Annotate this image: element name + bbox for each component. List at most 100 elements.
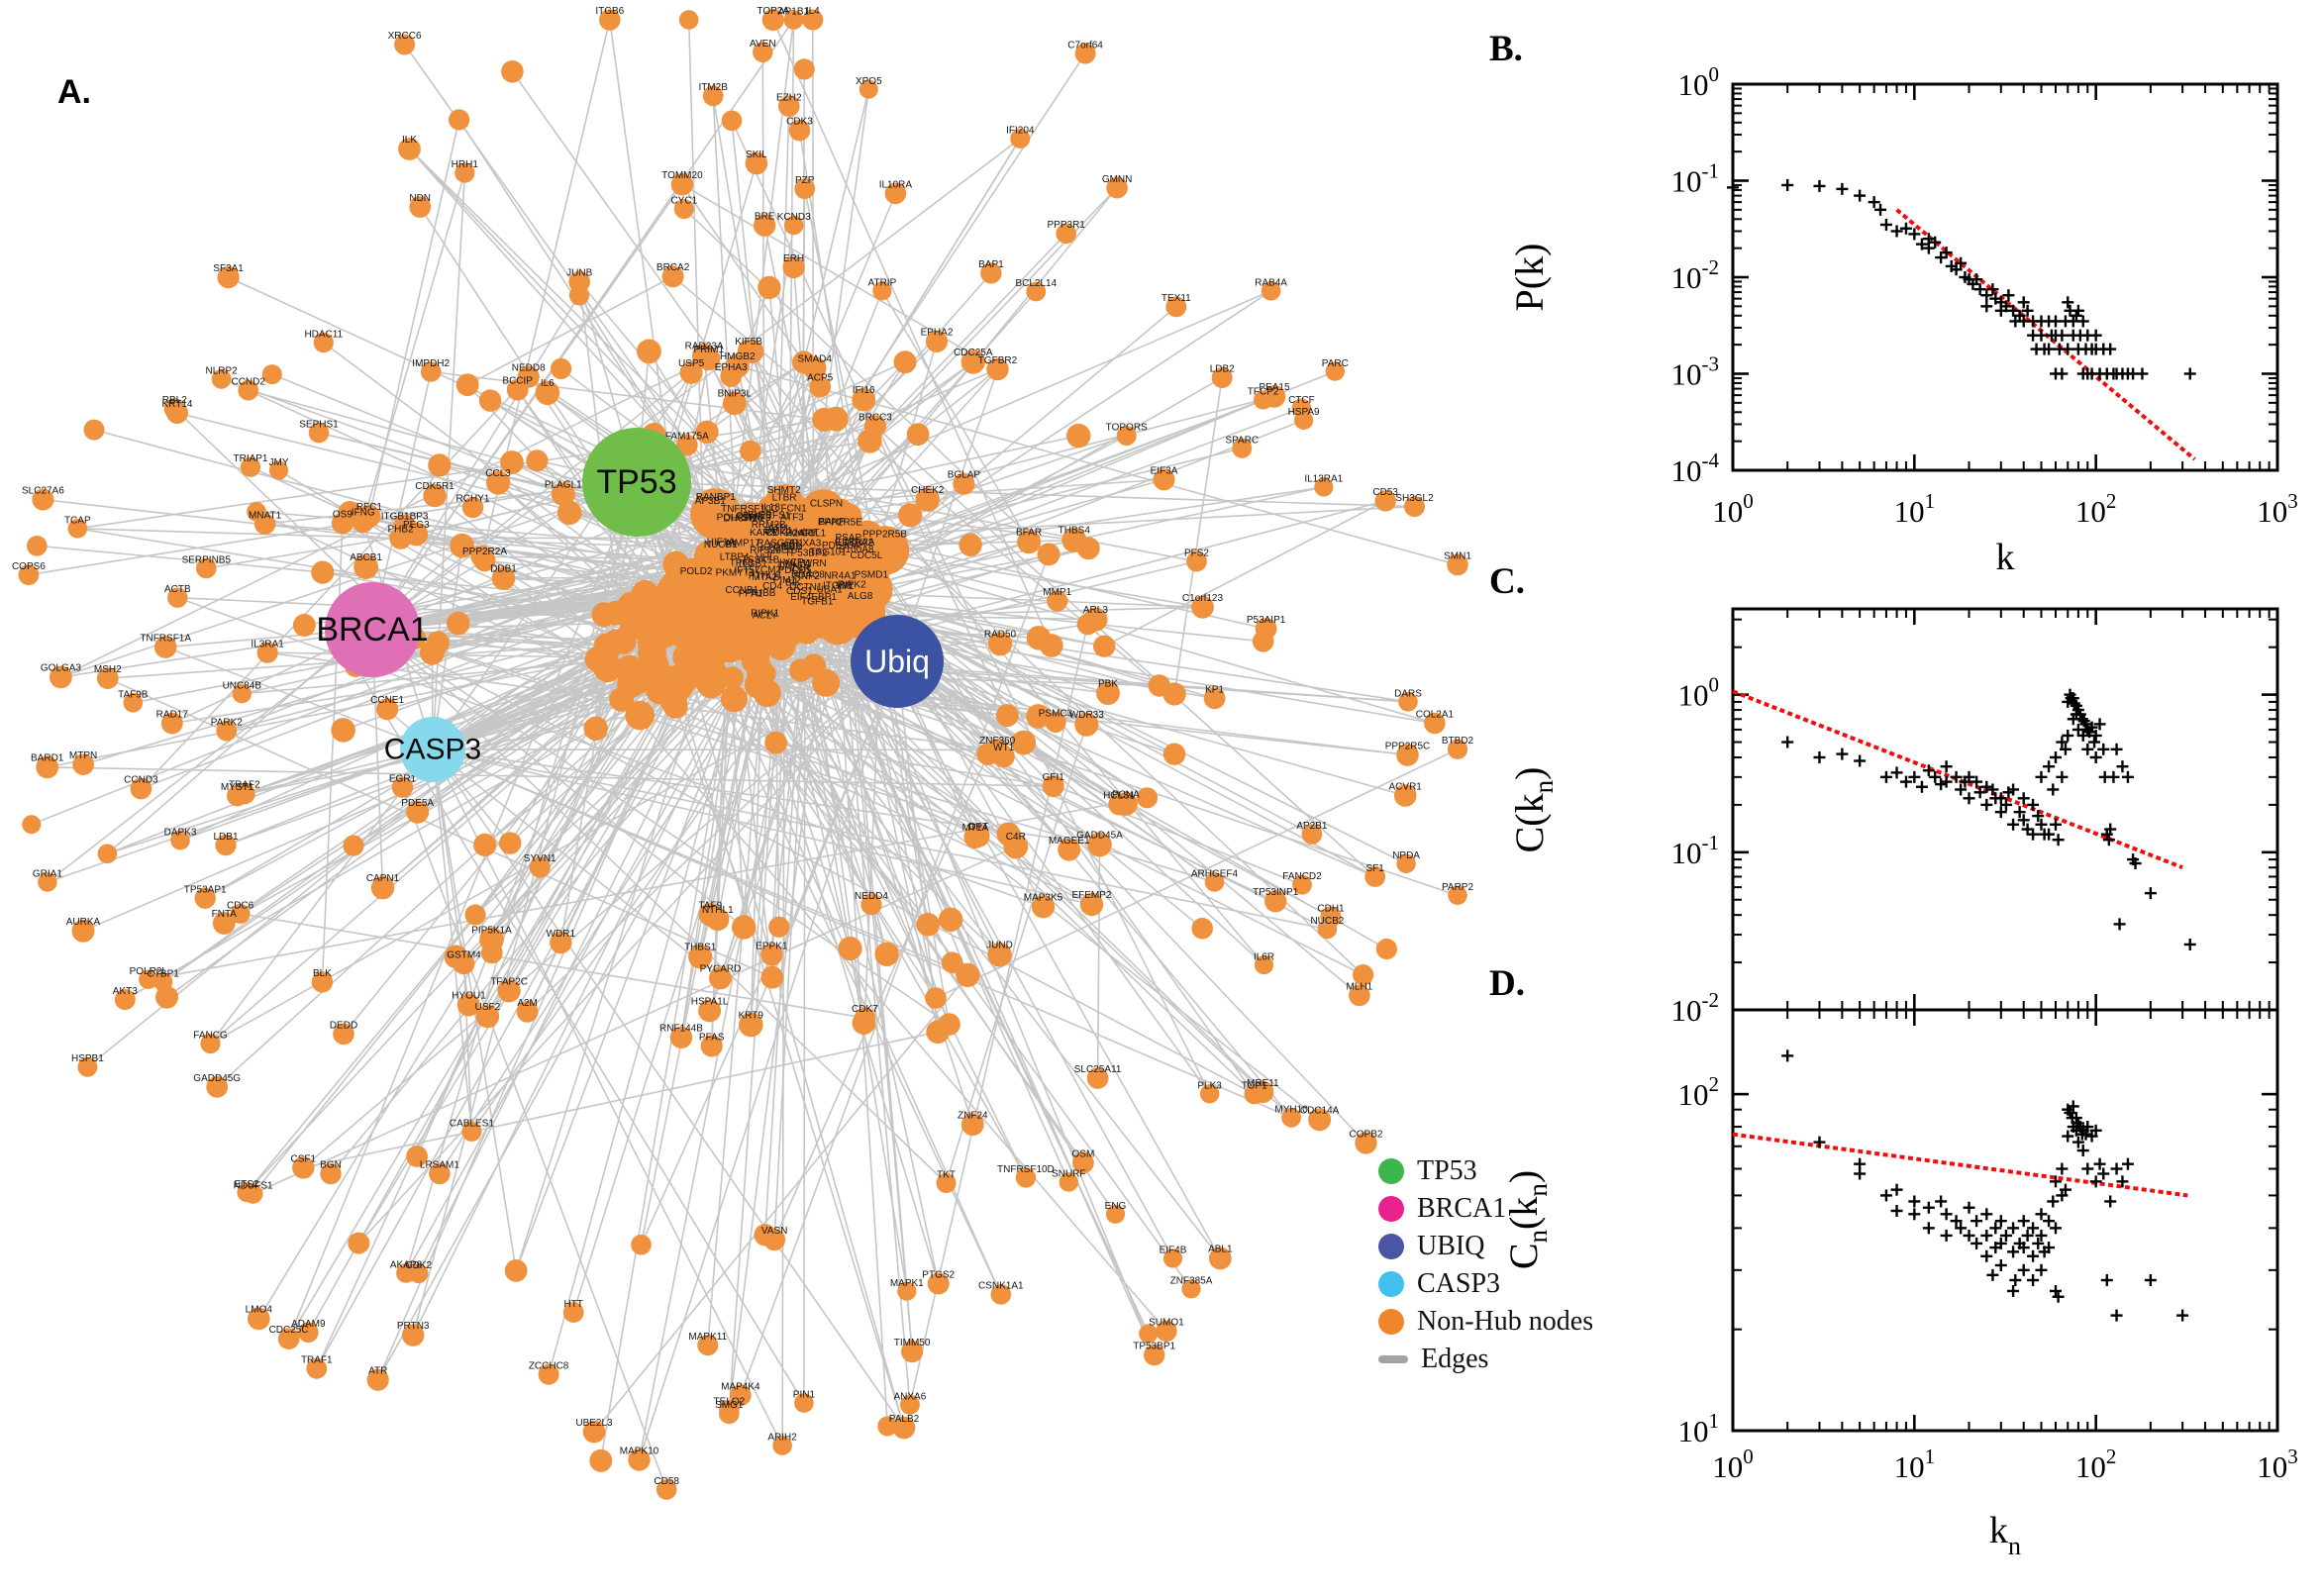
non-hub-node: [428, 453, 452, 477]
non-hub-node: [754, 214, 776, 237]
node-label: PRTN3: [397, 1321, 430, 1332]
non-hub-node: [1424, 712, 1446, 735]
non-hub-node: [551, 482, 575, 507]
non-hub-node: [1281, 1107, 1301, 1128]
node-label: UNC84B: [223, 680, 262, 691]
node-label: RAD50: [984, 630, 1017, 641]
non-hub-node: [1314, 477, 1334, 497]
non-hub-node: [551, 357, 572, 379]
non-hub-node: [1447, 553, 1468, 576]
node-label: POLR2L: [130, 966, 168, 977]
non-hub-node: [1308, 1108, 1332, 1132]
non-hub-node: [1076, 537, 1100, 560]
node-label: ACP5: [807, 373, 834, 384]
node-label: HDAC8: [791, 569, 825, 580]
non-hub-node: [898, 503, 923, 528]
node-label: USP5: [678, 358, 705, 369]
non-hub-node: [702, 85, 724, 107]
node-label: PALB2: [889, 1414, 920, 1425]
non-hub-node: [809, 375, 832, 398]
node-label: IL13RA1: [1304, 474, 1343, 485]
node-label: TFAP2C: [490, 976, 528, 987]
node-label: C7orf64: [1067, 40, 1103, 50]
node-label: LDB2: [1210, 364, 1235, 375]
non-hub-node: [851, 520, 884, 554]
node-label: ACLY: [753, 611, 778, 622]
x-axis-title-D: kn: [1989, 1510, 2021, 1560]
node-label: LDB1: [213, 832, 238, 843]
non-hub-node: [745, 151, 768, 175]
non-hub-node: [901, 1341, 924, 1363]
non-hub-node: [987, 632, 1013, 656]
non-hub-node: [230, 903, 251, 924]
node-label: IL13RA2: [835, 538, 873, 549]
x-axis-title-B: k: [1996, 537, 2015, 578]
panel-a-label: A.: [57, 73, 91, 111]
node-label: HCLS1: [1103, 791, 1136, 802]
non-hub-node: [614, 654, 645, 685]
node-label: CLSPN: [810, 499, 843, 510]
non-hub-node: [1254, 390, 1273, 410]
node-label: CCNB1: [725, 585, 758, 596]
node-label: AKAP8: [390, 1259, 423, 1270]
non-hub-node: [1072, 1151, 1094, 1174]
node-label: PFS2: [1184, 548, 1209, 558]
node-label: OS9: [333, 509, 353, 520]
non-hub-node: [661, 265, 684, 288]
node-label: TP63: [730, 558, 754, 569]
node-label: GADD45G: [193, 1073, 241, 1084]
x-tick-label: 103: [2257, 489, 2298, 529]
non-hub-node: [1204, 872, 1225, 892]
non-hub-node: [447, 611, 470, 636]
node-label: VHL: [756, 552, 775, 563]
node-label: LMO4: [246, 1305, 273, 1316]
legend-item: BRCA1: [1378, 1190, 1593, 1228]
node-label: DARS: [1394, 689, 1422, 700]
node-label: POLD2: [680, 566, 713, 577]
node-label: PHB2: [387, 524, 414, 535]
node-label: USF2: [475, 1002, 501, 1013]
non-hub-node: [670, 173, 694, 196]
non-hub-node: [698, 999, 722, 1023]
node-label: MAP3K5: [1024, 893, 1063, 904]
non-hub-node: [455, 373, 479, 397]
non-hub-node: [529, 856, 551, 878]
non-hub-node: [1208, 1247, 1232, 1270]
non-hub-node: [464, 904, 486, 926]
node-label: AP3B1: [695, 496, 727, 507]
hub-node-brca1: [325, 582, 420, 677]
y-tick-label: 10-1: [1671, 831, 1720, 870]
node-label: HSPA1L: [691, 997, 729, 1008]
non-hub-node: [354, 554, 378, 579]
node-label: AP1B1: [778, 7, 810, 18]
node-label: NBN: [781, 542, 802, 552]
y-tick-label: 10-3: [1671, 352, 1720, 392]
non-hub-node: [139, 969, 158, 989]
non-hub-node: [792, 350, 816, 374]
node-label: MAPK1: [890, 1278, 924, 1289]
node-label: FANCG: [193, 1031, 228, 1042]
node-label: BRCC3: [858, 412, 892, 423]
non-hub-node: [308, 422, 330, 444]
non-hub-node: [1011, 730, 1037, 755]
y-tick-label: 100: [1678, 62, 1720, 102]
node-label: BLK: [313, 968, 332, 979]
node-label: TOP2A: [757, 6, 789, 17]
non-hub-node: [631, 1234, 652, 1255]
non-hub-node: [1264, 890, 1287, 913]
non-hub-node: [706, 907, 730, 932]
non-hub-node: [398, 138, 421, 160]
non-hub-node: [71, 919, 95, 943]
y-tick-label: 101: [1678, 1409, 1720, 1448]
y-tick-label: 10-2: [1671, 255, 1720, 295]
non-hub-node: [426, 631, 450, 654]
node-label: PDCD5: [778, 565, 812, 576]
node-label: EFEMP2: [1071, 890, 1111, 901]
node-label: CABLES1: [450, 1118, 494, 1129]
non-hub-node: [72, 753, 94, 775]
non-hub-node: [320, 1162, 342, 1185]
x-tick-label: 102: [2075, 489, 2117, 529]
node-label: WRN: [803, 558, 827, 569]
non-hub-node: [429, 1162, 451, 1185]
node-label: CTBP1: [148, 969, 180, 980]
